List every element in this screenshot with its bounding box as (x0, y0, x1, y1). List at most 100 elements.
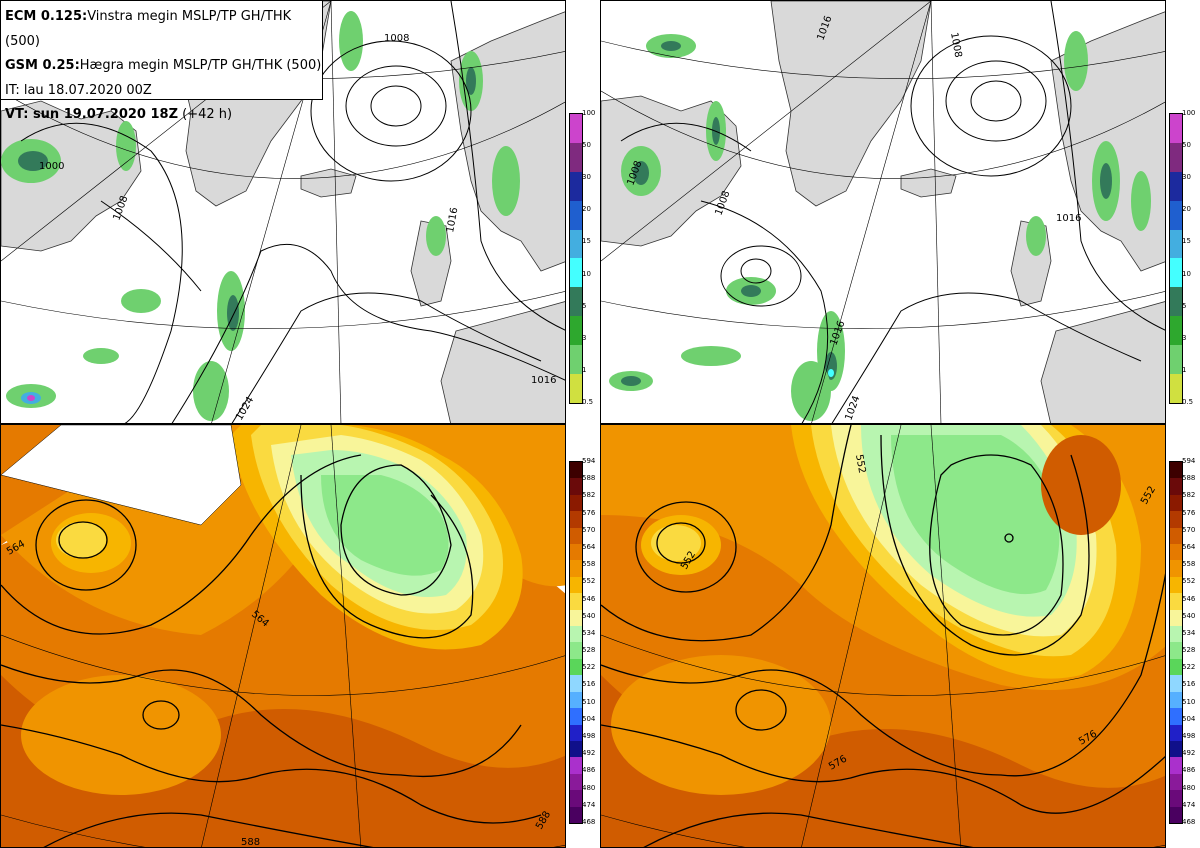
colorbar-swatch (1170, 560, 1182, 577)
colorbar-tick-label: 10 (1182, 269, 1191, 278)
colorbar-swatch (570, 773, 582, 791)
colorbar-tick-label: 10 (582, 269, 591, 278)
colorbar-swatch (1170, 287, 1182, 317)
scandinavia-land (450, 11, 565, 272)
isobar-label: 1008 (384, 33, 409, 44)
info-model-right: GSM 0.25: (5, 58, 80, 73)
colorbar-tick-label: 510 (1182, 697, 1196, 706)
precip-colorbar-left-labels: 100 50 30 20 15 10 5 3 1 0.5 (582, 109, 600, 406)
colorbar-swatch (570, 511, 582, 528)
colorbar-tick-label: 480 (1182, 783, 1196, 792)
ecm-mslp-precip-map: 1008 1000 1008 1016 1024 1016 ECM 0.125:… (0, 0, 566, 424)
colorbar-swatch (1170, 114, 1182, 143)
colorbar-tick-label: 576 (582, 508, 596, 517)
colorbar-swatch (570, 114, 582, 143)
colorbar-swatch (1170, 544, 1182, 561)
colorbar-tick-label: 498 (1182, 732, 1196, 741)
colorbar-swatch (570, 790, 582, 807)
colorbar-tick-label: 504 (1182, 714, 1196, 723)
colorbar-swatch (1170, 626, 1182, 643)
gsm-mslp-precip-map: 1016 1008 1008 1008 1016 1016 1024 (600, 0, 1166, 424)
colorbar-tick-label: 474 (582, 800, 596, 809)
colorbar-tick-label: 522 (582, 663, 596, 672)
info-valid-time: VT: sun 19.07.2020 18Z (5, 107, 178, 122)
colorbar-swatch (1170, 757, 1182, 774)
colorbar-swatch (570, 576, 582, 594)
colorbar-tick-label: 468 (582, 818, 596, 826)
ecm-thickness-map-graphic: 564 564 588 588 (1, 425, 565, 847)
colorbar-tick-label: 15 (1182, 237, 1191, 246)
info-model-left-desc: Vinstra megin MSLP/TP GH/THK (500) (5, 9, 292, 49)
info-model-left: ECM 0.125: (5, 9, 88, 24)
gsm-mslp-map-graphic: 1016 1008 1008 1008 1016 1016 1024 (601, 1, 1165, 423)
colorbar-swatch (570, 544, 582, 561)
colorbar-swatch (570, 675, 582, 692)
colorbar-swatch (1170, 171, 1182, 201)
colorbar-swatch (1170, 675, 1182, 692)
colorbar-tick-label: 552 (1182, 577, 1196, 586)
colorbar-swatch (570, 527, 582, 545)
colorbar-tick-label: 468 (1182, 818, 1196, 826)
colorbar-tick-label: 504 (582, 714, 596, 723)
colorbar-tick-label: 50 (1182, 141, 1191, 150)
colorbar-swatch (570, 626, 582, 643)
colorbar-swatch (1170, 494, 1182, 512)
colorbar-tick-label: 3 (1182, 333, 1187, 342)
colorbar-swatch (1170, 642, 1182, 659)
isobar-label: 1016 (531, 375, 556, 386)
colorbar-swatch (1170, 658, 1182, 676)
colorbar-tick-label: 546 (582, 594, 596, 603)
colorbar-swatch (570, 658, 582, 676)
colorbar-swatch (1170, 790, 1182, 807)
colorbar-tick-label: 528 (582, 646, 596, 655)
colorbar-swatch (570, 316, 582, 346)
thickness-label: 552 (853, 454, 867, 475)
colorbar-tick-label: 570 (582, 525, 596, 534)
colorbar-tick-label: 516 (582, 680, 596, 689)
thickness-colorbar-right-labels: 594 588 582 576 570 564 558 552 546 540 534 528 522 5… (1182, 457, 1200, 826)
europe-land (440, 301, 565, 423)
colorbar-swatch (1170, 724, 1182, 741)
colorbar-tick-label: 558 (582, 560, 596, 569)
colorbar-swatch (570, 708, 582, 725)
isobar-label: 1024 (234, 395, 256, 423)
info-lead-time: (+42 h) (178, 107, 233, 122)
colorbar-swatch (1170, 345, 1182, 375)
colorbar-swatch (570, 229, 582, 259)
info-initial-time: IT: lau 18.07.2020 00Z (5, 82, 152, 98)
colorbar-tick-label: 534 (1182, 628, 1196, 637)
colorbar-tick-label: 480 (582, 783, 596, 792)
colorbar-tick-label: 516 (1182, 680, 1196, 689)
colorbar-swatch (1170, 691, 1182, 709)
colorbar-swatch (570, 478, 582, 495)
colorbar-tick-label: 594 (1182, 457, 1196, 465)
colorbar-swatch (570, 724, 582, 741)
colorbar-swatch (570, 142, 582, 172)
colorbar-swatch (570, 287, 582, 317)
isobar-label: 1008 (948, 32, 963, 59)
colorbar-swatch (1170, 478, 1182, 495)
colorbar-tick-label: 576 (1182, 508, 1196, 517)
colorbar-swatch (1170, 316, 1182, 346)
colorbar-tick-label: 474 (1182, 800, 1196, 809)
colorbar-swatch (570, 806, 582, 823)
iceland-land (300, 168, 357, 198)
colorbar-swatch (1170, 258, 1182, 288)
colorbar-swatch (570, 593, 582, 610)
colorbar-tick-label: 594 (582, 457, 596, 465)
colorbar-tick-label: 15 (582, 237, 591, 246)
precip-colorbar-right (1169, 113, 1183, 404)
colorbar-swatch (570, 560, 582, 577)
colorbar-tick-label: 0.5 (1182, 398, 1194, 406)
isobar-label: 1000 (39, 161, 64, 172)
colorbar-swatch (1170, 374, 1182, 403)
colorbar-tick-label: 30 (582, 173, 591, 182)
colorbar-tick-label: 558 (1182, 560, 1196, 569)
isobar-label: 1016 (445, 207, 460, 234)
colorbar-swatch (1170, 511, 1182, 528)
colorbar-tick-label: 486 (582, 766, 596, 775)
colorbar-tick-label: 1 (1182, 365, 1187, 374)
colorbar-swatch (570, 494, 582, 512)
colorbar-swatch (1170, 593, 1182, 610)
colorbar-swatch (570, 200, 582, 230)
